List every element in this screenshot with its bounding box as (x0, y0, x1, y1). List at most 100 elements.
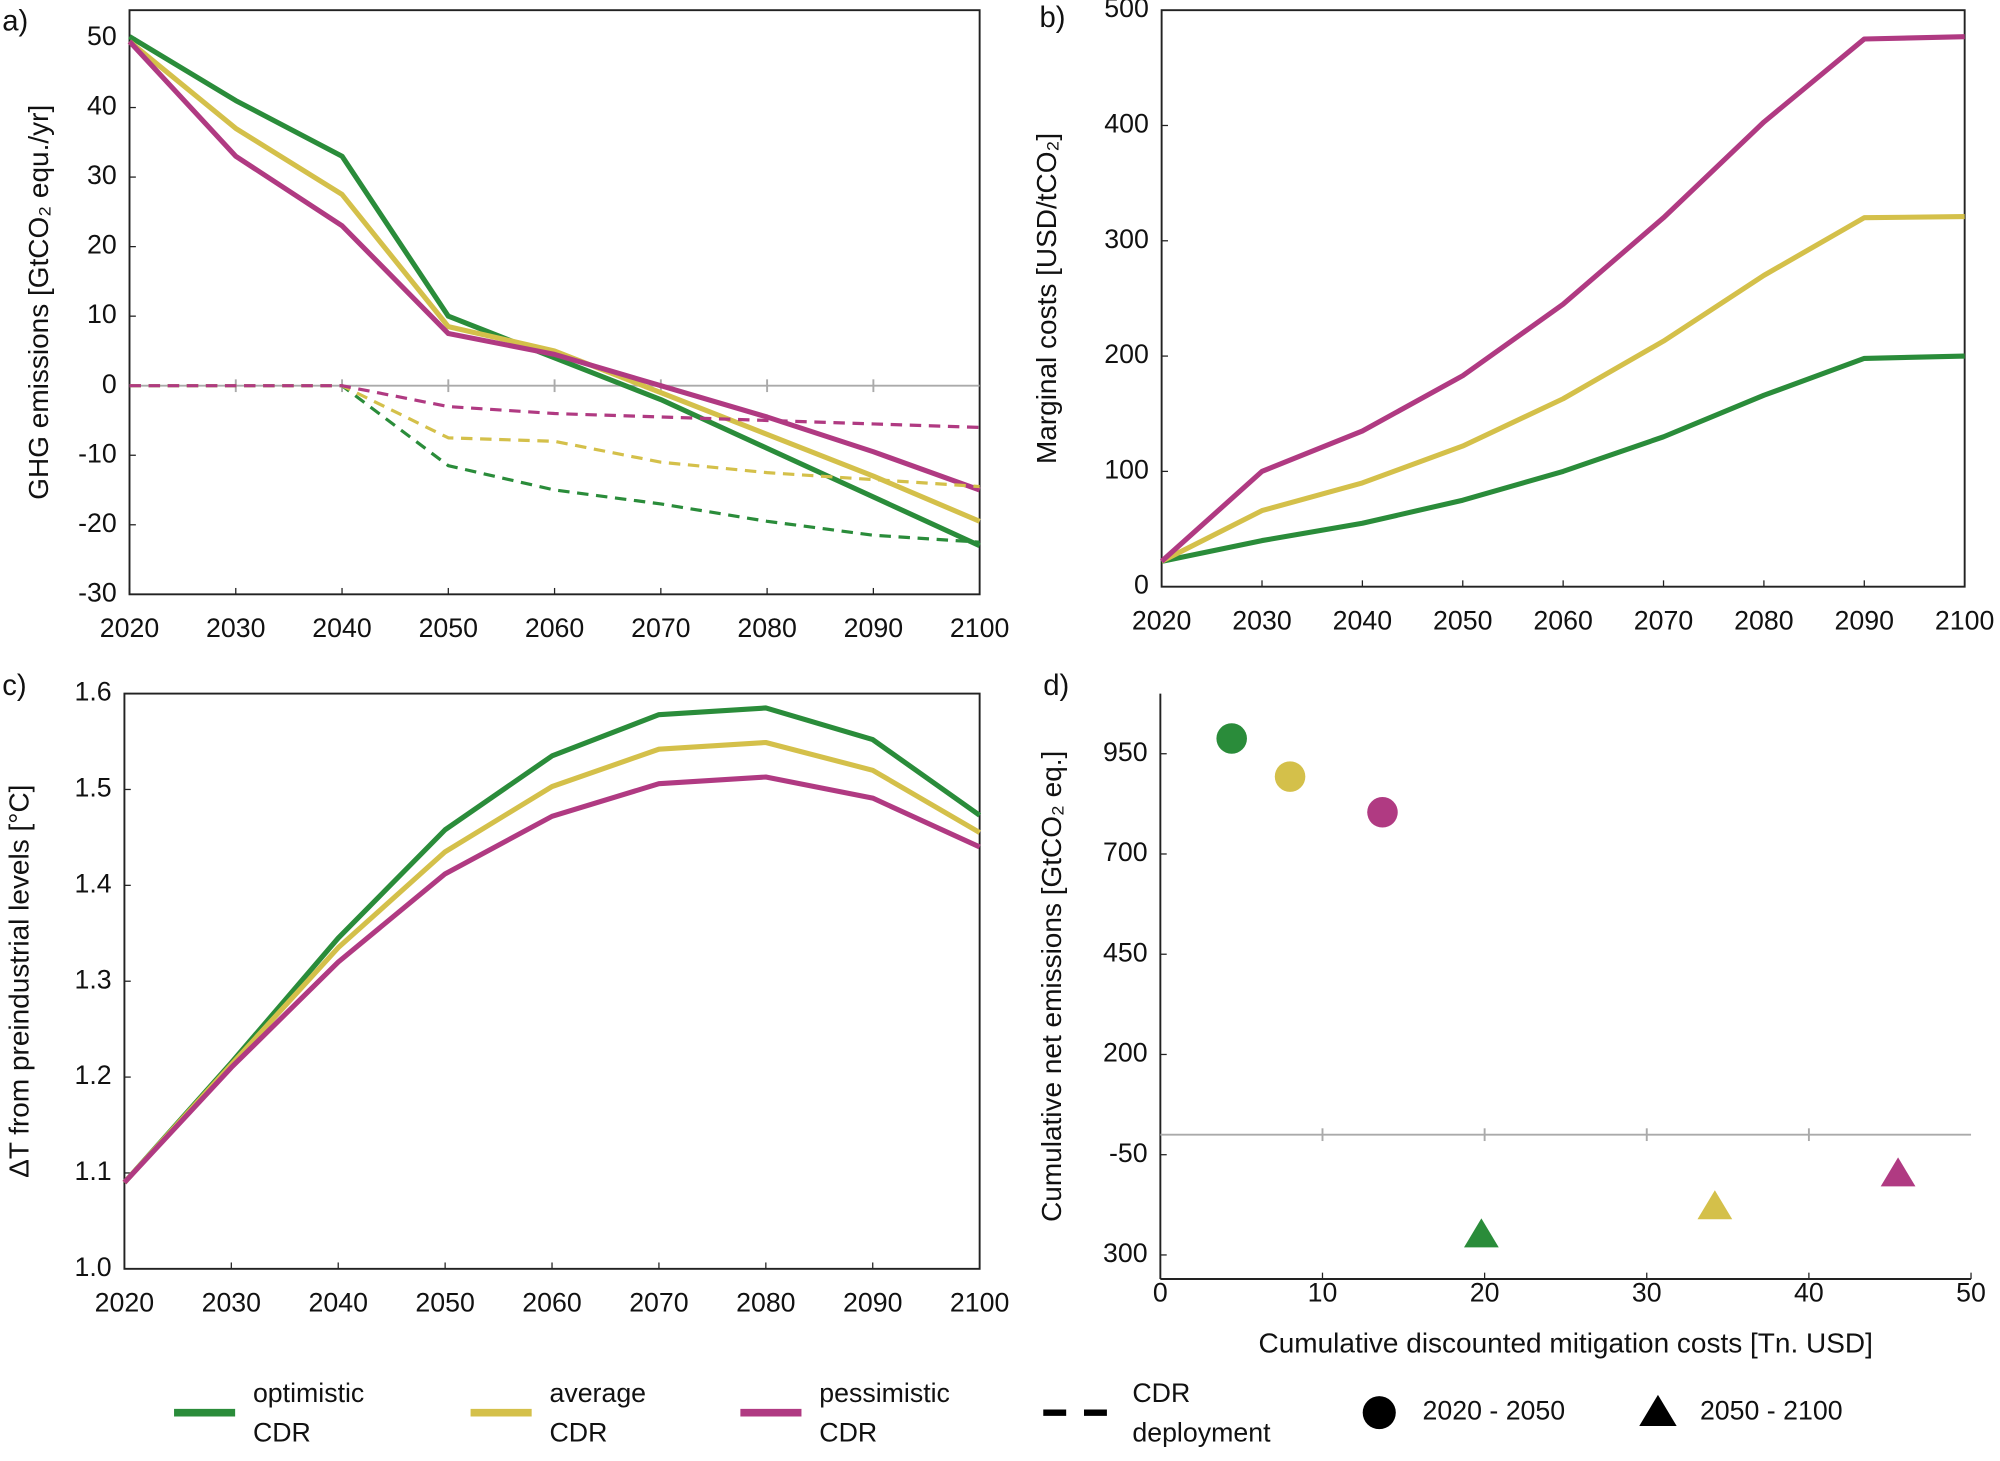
y-tick-label: 30 (87, 160, 117, 190)
plot-frame (123, 692, 981, 1270)
series-line (127, 39, 981, 493)
y-tick-label: 450 (1103, 937, 1148, 967)
y-tick-label: 300 (1104, 224, 1149, 254)
panel-label: d) (1043, 670, 1069, 702)
legend-label: 2050 - 2100 (1700, 1396, 1843, 1426)
y-tick-label: 1.4 (75, 868, 112, 898)
x-axis-label: Cumulative discounted mitigation costs [… (1259, 1328, 1873, 1359)
x-tick-label: 2030 (1232, 605, 1291, 635)
legend-marker (1639, 1394, 1677, 1427)
cdr-line (129, 384, 980, 489)
x-tick-label: 2070 (629, 1288, 688, 1318)
series-line (122, 739, 981, 1185)
legend-label: CDR deployment (1132, 1378, 1271, 1447)
legend-label: optimistic CDR (253, 1378, 372, 1447)
y-tick-label: 700 (1103, 837, 1148, 867)
x-tick-label: 2020 (1132, 605, 1191, 635)
x-tick-label: 2080 (1734, 605, 1793, 635)
y-axis-label: ΔT from preindustrial levels [°C] (4, 785, 35, 1178)
y-tick-label: 1.1 (75, 1156, 112, 1186)
y-tick-label: 0 (1134, 570, 1149, 600)
x-tick-label: 2070 (631, 613, 690, 643)
x-tick-label: 2090 (1835, 605, 1894, 635)
plot-frame (1160, 9, 1966, 588)
x-tick-label: 2050 (419, 613, 478, 643)
y-tick-label: -20 (78, 508, 117, 538)
y-tick-label: 20 (87, 230, 117, 260)
point (1464, 1218, 1499, 1248)
point (1697, 1190, 1733, 1220)
x-tick-label: 20 (1470, 1277, 1500, 1307)
x-tick-label: 2100 (1935, 605, 1994, 635)
y-tick-label: 40 (87, 91, 117, 121)
x-tick-label: 2080 (736, 1288, 795, 1318)
y-tick-label: -50 (1109, 1138, 1148, 1168)
x-tick-label: 2020 (100, 613, 159, 643)
series-line (1160, 214, 1965, 564)
x-tick-label: 2040 (312, 613, 371, 643)
legend-label: 2020 - 2050 (1423, 1396, 1566, 1426)
point (1880, 1157, 1916, 1187)
legend-label: pessimistic CDR (819, 1378, 957, 1447)
panel-label: b) (1039, 2, 1065, 34)
y-tick-label: -30 (78, 577, 117, 607)
point (1216, 723, 1247, 754)
y-tick-label: 1.0 (75, 1252, 112, 1282)
y-tick-label: 1.3 (75, 964, 112, 994)
y-tick-label: 950 (1103, 737, 1148, 767)
x-tick-label: 2050 (415, 1288, 474, 1318)
series-line (1161, 353, 1965, 564)
x-tick-label: 2060 (525, 613, 584, 643)
cdr-line (129, 384, 980, 544)
x-tick-label: 2030 (206, 613, 265, 643)
y-tick-label: -10 (78, 438, 117, 468)
panel-label: c) (2, 670, 26, 702)
y-tick-label: 50 (87, 21, 117, 51)
x-tick-label: 2040 (1333, 605, 1392, 635)
series-line (122, 705, 982, 1185)
y-tick-label: 200 (1104, 339, 1149, 369)
plot-frame (128, 9, 981, 596)
y-tick-label: 1.6 (75, 677, 112, 707)
x-tick-label: 2090 (843, 1288, 902, 1318)
x-tick-label: 10 (1308, 1277, 1338, 1307)
x-tick-label: 2100 (950, 613, 1009, 643)
y-tick-label: 100 (1104, 454, 1149, 484)
y-tick-label: 500 (1104, 0, 1149, 23)
legend-label: average CDR (549, 1378, 653, 1447)
x-tick-label: 2060 (522, 1288, 581, 1318)
x-tick-label: 0 (1153, 1277, 1168, 1307)
y-tick-label: 400 (1104, 109, 1149, 139)
y-axis-label: Cumulative net emissions [GtCO₂ eq.] (1036, 751, 1067, 1222)
x-tick-label: 50 (1956, 1277, 1986, 1307)
y-tick-label: 1.2 (75, 1060, 112, 1090)
x-tick-label: 2060 (1533, 605, 1592, 635)
y-tick-label: 300 (1103, 1238, 1148, 1268)
y-tick-label: 10 (87, 299, 117, 329)
x-tick-label: 2070 (1634, 605, 1693, 635)
x-tick-label: 2080 (737, 613, 796, 643)
cdr-line (129, 384, 980, 430)
series-line (122, 774, 981, 1185)
x-tick-label: 2090 (844, 613, 903, 643)
y-axis-label: GHG emissions [GtCO₂ equ./yr] (23, 105, 54, 500)
panel-label: a) (2, 6, 28, 38)
x-tick-label: 2100 (950, 1288, 1009, 1318)
point (1274, 761, 1306, 792)
y-axis-label: Marginal costs [USD/tCO₂] (1031, 133, 1062, 464)
y-tick-label: 1.5 (75, 773, 112, 803)
x-tick-label: 40 (1794, 1277, 1824, 1307)
series-line (128, 34, 981, 548)
x-tick-label: 2020 (95, 1288, 154, 1318)
x-tick-label: 2040 (308, 1288, 367, 1318)
y-tick-label: 0 (102, 369, 117, 399)
y-tick-label: 200 (1103, 1038, 1148, 1068)
series-line (1159, 34, 1965, 564)
legend-marker (1362, 1396, 1396, 1430)
x-tick-label: 2050 (1433, 605, 1492, 635)
x-tick-label: 2030 (202, 1288, 261, 1318)
series-line (127, 39, 981, 524)
point (1367, 797, 1398, 828)
